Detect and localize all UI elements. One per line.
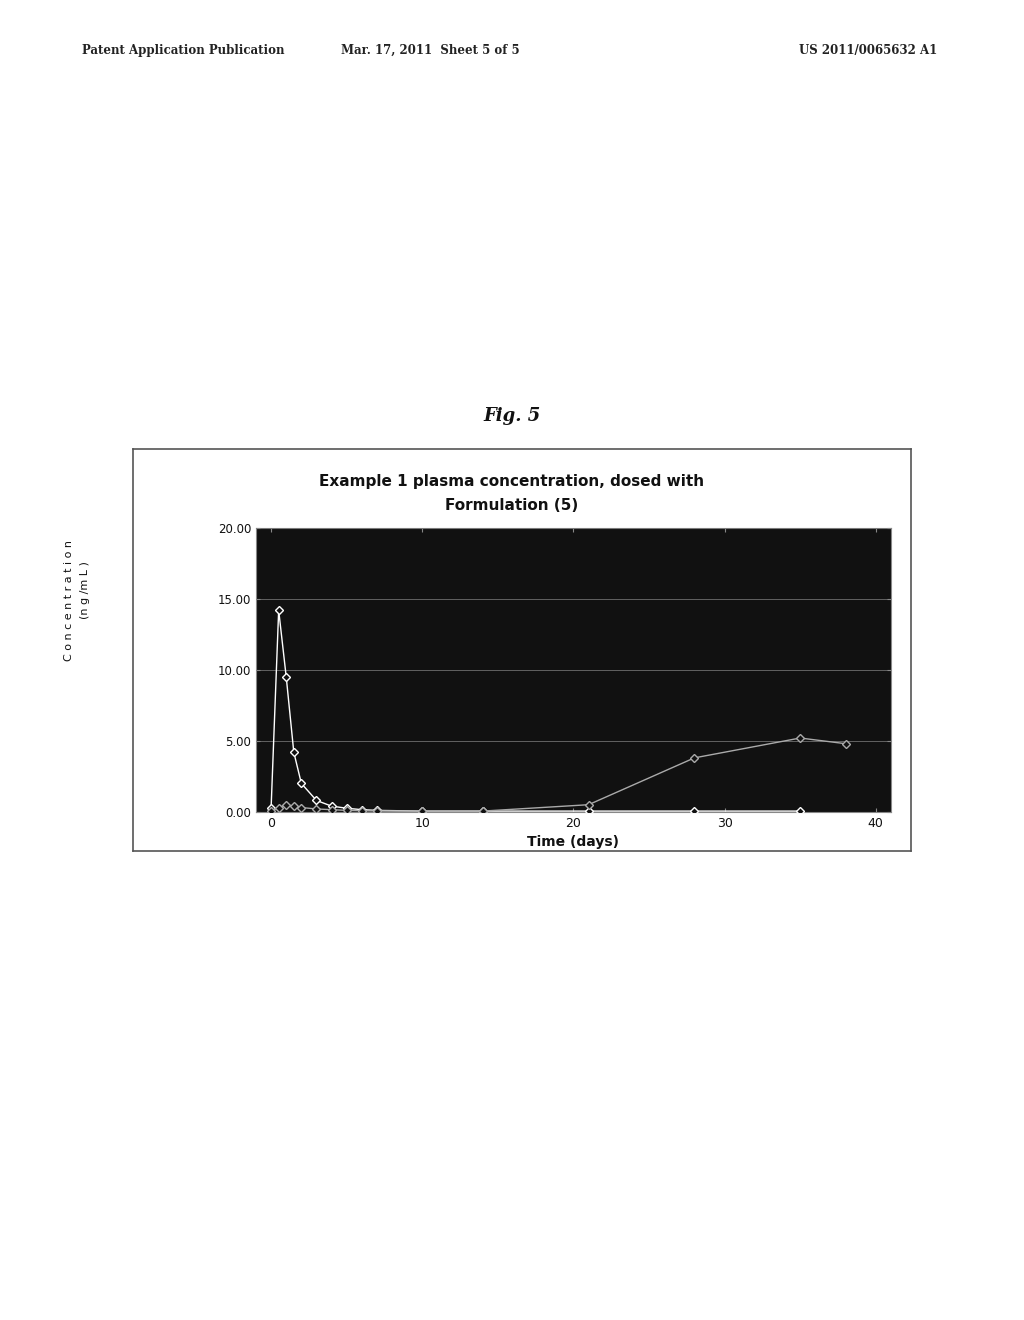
Text: C o n c e n t r a t i o n
      (n g /m L ): C o n c e n t r a t i o n (n g /m L )	[63, 540, 90, 661]
Text: US 2011/0065632 A1: US 2011/0065632 A1	[799, 44, 937, 57]
X-axis label: Time (days): Time (days)	[527, 836, 620, 849]
Text: Patent Application Publication: Patent Application Publication	[82, 44, 285, 57]
Text: Fig. 5: Fig. 5	[483, 407, 541, 425]
Text: Formulation (5): Formulation (5)	[445, 498, 579, 513]
Text: Example 1 plasma concentration, dosed with: Example 1 plasma concentration, dosed wi…	[319, 474, 705, 490]
Text: Mar. 17, 2011  Sheet 5 of 5: Mar. 17, 2011 Sheet 5 of 5	[341, 44, 519, 57]
